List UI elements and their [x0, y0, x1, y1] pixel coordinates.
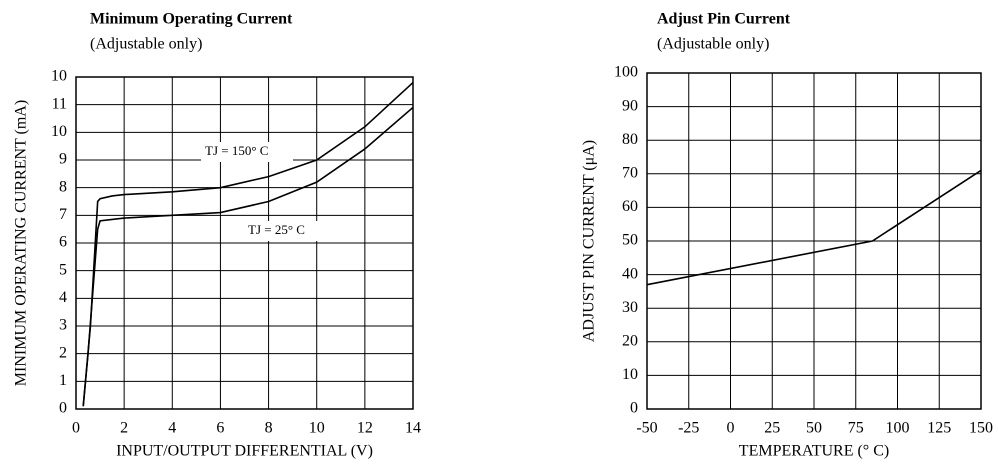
label-background: [201, 142, 293, 162]
y-tick-label: 0: [59, 400, 67, 417]
y-tick-label: 1: [59, 372, 67, 389]
x-tick-label: 50: [806, 420, 822, 437]
x-tick-label: 125: [927, 420, 951, 437]
y-axis-label: MINIMUM OPERATING CURRENT (mA): [13, 100, 30, 386]
chart-subtitle: (Adjustable only): [90, 36, 202, 53]
y-tick-label: 4: [59, 289, 67, 306]
x-tick-label: 25: [764, 420, 780, 437]
plot-frame: [75, 76, 414, 410]
x-tick-label: 0: [72, 420, 80, 437]
x-tick-label: 6: [216, 420, 224, 437]
y-tick-label: 50: [622, 232, 638, 249]
data-line: [82, 81, 414, 407]
y-tick-label: 100: [614, 64, 638, 81]
series-label: TJ = 25° C: [248, 222, 305, 237]
y-tick-label: 10: [51, 123, 67, 140]
y-tick-label: 40: [622, 265, 638, 282]
data-line: [82, 106, 414, 407]
y-axis-label: ADJUST PIN CURRENT (μA): [581, 140, 598, 342]
x-tick-label: 0: [727, 420, 735, 437]
y-tick-label: 2: [59, 344, 67, 361]
x-tick-label: 75: [848, 420, 864, 437]
y-tick-label: 0: [630, 400, 638, 417]
chart-subtitle: (Adjustable only): [657, 36, 769, 53]
x-tick-label: 12: [357, 420, 373, 437]
x-tick-label: 4: [168, 420, 176, 437]
chart-title: Minimum Operating Current: [90, 11, 293, 28]
data-line: [646, 169, 982, 286]
y-tick-label: 9: [59, 151, 67, 168]
y-tick-label: 80: [622, 131, 638, 148]
y-tick-label: 3: [59, 317, 67, 334]
y-tick-label: 11: [52, 95, 67, 112]
x-tick-label: -25: [678, 420, 699, 437]
y-tick-label: 5: [59, 261, 67, 278]
y-tick-label: 6: [59, 234, 67, 251]
y-tick-label: 10: [622, 366, 638, 383]
y-tick-label: 60: [622, 198, 638, 215]
label-background: [244, 221, 336, 241]
y-tick-label: 30: [622, 299, 638, 316]
x-tick-label: -50: [636, 420, 657, 437]
plot-frame: [646, 72, 982, 410]
x-tick-label: 150: [969, 420, 993, 437]
x-tick-label: 10: [309, 420, 325, 437]
x-tick-label: 2: [120, 420, 128, 437]
series-label: TJ = 150° C: [205, 143, 268, 158]
x-tick-label: 100: [886, 420, 910, 437]
y-tick-label: 90: [622, 97, 638, 114]
y-tick-label: 8: [59, 178, 67, 195]
x-tick-label: 8: [265, 420, 273, 437]
y-tick-label: 7: [59, 206, 67, 223]
x-axis-label: TEMPERATURE (° C): [739, 443, 889, 460]
y-tick-label: 70: [622, 164, 638, 181]
chart-title: Adjust Pin Current: [657, 11, 791, 28]
x-tick-label: 14: [405, 420, 421, 437]
x-axis-label: INPUT/OUTPUT DIFFERENTIAL (V): [116, 443, 373, 460]
y-tick-label: 20: [622, 332, 638, 349]
y-tick-label: 10: [51, 68, 67, 85]
